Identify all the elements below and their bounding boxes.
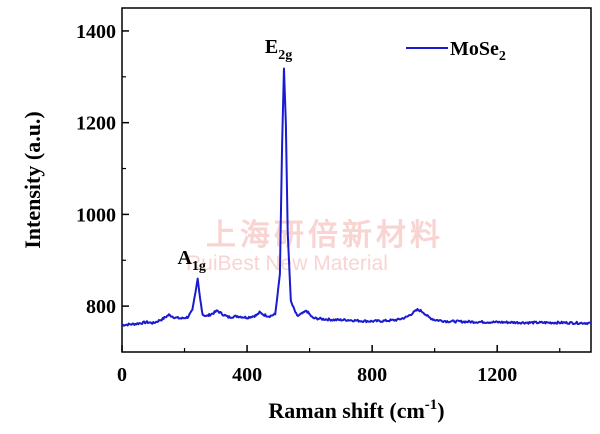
x-tick-label: 400 xyxy=(232,364,262,386)
legend: MoSe2 xyxy=(406,38,506,64)
plot-frame xyxy=(121,7,592,353)
plot-border xyxy=(121,7,592,353)
peak-label-a1g: A1g xyxy=(177,247,205,274)
y-tick-label: 1400 xyxy=(76,21,116,43)
series xyxy=(121,67,592,327)
x-tick-label: 800 xyxy=(357,364,387,386)
peak-label-e2g: E2g xyxy=(265,36,292,63)
y-tick-label: 1000 xyxy=(76,204,116,226)
x-tick-label: 0 xyxy=(117,364,127,386)
legend-label: MoSe2 xyxy=(450,38,506,64)
ticks: 0 400 800 1200 800 1000 1200 1400 xyxy=(76,21,561,386)
axis-titles: Raman shift (cm-1) Intensity (a.u.) xyxy=(20,111,445,423)
x-tick-label: 1200 xyxy=(477,364,517,386)
watermark-en: RuiBest New Material xyxy=(186,252,388,275)
watermark-cn: 上海研倍新材料 xyxy=(206,218,444,253)
y-tick-label: 800 xyxy=(86,296,116,318)
x-axis-title: Raman shift (cm-1) xyxy=(268,397,444,423)
watermark: 上海研倍新材料 RuiBest New Material xyxy=(186,218,444,275)
series-line-mose2 xyxy=(121,67,592,327)
y-axis-title: Intensity (a.u.) xyxy=(20,111,45,249)
y-tick-label: 1200 xyxy=(76,113,116,135)
annotations: E2g A1g xyxy=(177,36,292,274)
